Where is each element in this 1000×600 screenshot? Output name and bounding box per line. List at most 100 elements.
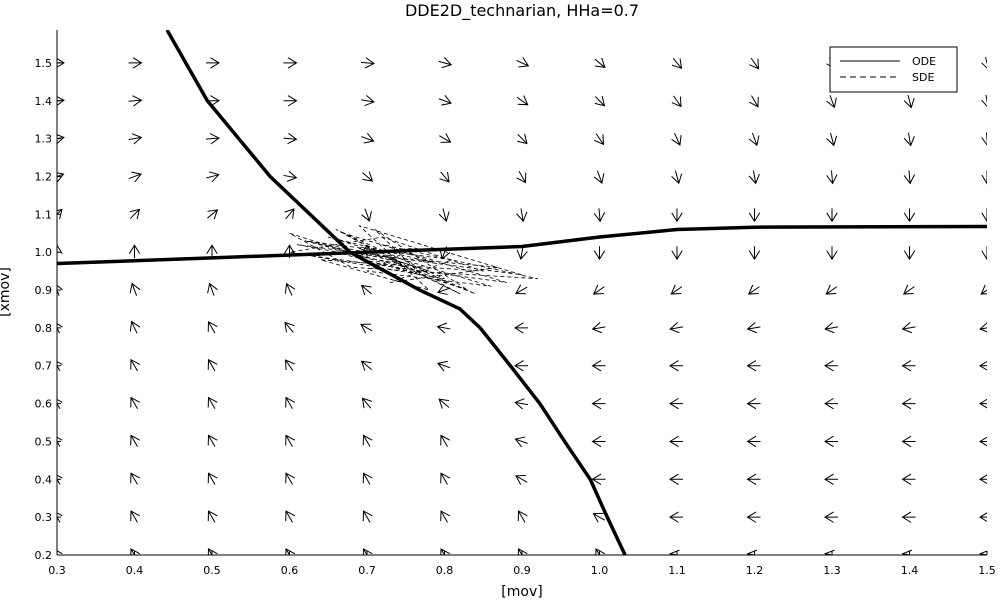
series-line (289, 225, 538, 295)
field-arrow (285, 396, 296, 410)
field-arrow (440, 510, 451, 523)
field-arrow (285, 510, 296, 523)
field-arrow (362, 171, 374, 182)
y-tick-label: 1.5 (35, 57, 53, 70)
field-arrow (746, 511, 761, 523)
field-arrow (824, 473, 838, 485)
field-arrow (981, 208, 987, 223)
field-arrow (826, 132, 838, 147)
field-arrow (824, 511, 838, 523)
field-arrow (979, 360, 987, 371)
field-arrow (57, 361, 63, 372)
field-arrow (205, 133, 220, 145)
field-arrow (516, 95, 529, 106)
field-arrow (671, 95, 682, 108)
field-arrow (207, 209, 219, 220)
field-arrow (901, 511, 916, 523)
field-arrow (591, 360, 606, 372)
field-arrow (129, 320, 141, 334)
y-tick-label: 1.1 (35, 208, 53, 221)
y-axis-label: [xmov] (0, 267, 13, 317)
field-arrow (591, 473, 606, 485)
field-arrow (748, 95, 759, 108)
field-arrow (57, 322, 63, 334)
field-arrow (440, 434, 451, 447)
field-arrow (284, 282, 296, 296)
field-arrow (669, 473, 683, 485)
y-tick-label: 0.7 (35, 360, 53, 373)
field-arrow (591, 322, 606, 334)
field-arrow (128, 95, 143, 107)
field-arrow (671, 246, 683, 261)
field-arrow (436, 322, 451, 334)
x-tick-label: 1.2 (746, 564, 764, 577)
field-arrow (438, 95, 452, 106)
field-arrow (129, 282, 141, 296)
legend-label: SDE (912, 71, 934, 84)
field-arrow (671, 58, 683, 70)
field-arrow (669, 511, 683, 523)
field-arrow (514, 322, 528, 334)
field-arrow (360, 323, 373, 334)
x-axis-label: [mov] (501, 584, 542, 600)
field-arrow (361, 132, 375, 144)
field-arrow (57, 436, 63, 447)
field-arrow (516, 57, 530, 68)
x-tick-label: 0.6 (281, 564, 299, 577)
field-arrow (57, 398, 63, 410)
field-arrow (361, 397, 373, 409)
field-arrow (979, 322, 987, 333)
field-arrow (749, 57, 760, 70)
field-arrow (979, 436, 987, 447)
field-arrow (826, 208, 838, 223)
field-arrow (206, 57, 220, 69)
field-arrow (746, 397, 761, 410)
y-tick-label: 1.2 (35, 170, 53, 183)
field-arrow (362, 472, 373, 485)
field-arrow (360, 57, 375, 69)
x-tick-label: 0.9 (513, 564, 531, 577)
field-arrow (669, 360, 683, 372)
field-arrow (515, 284, 528, 295)
field-arrow (437, 360, 451, 372)
field-arrow (746, 435, 761, 448)
field-arrow (361, 208, 372, 222)
field-arrow (128, 244, 141, 259)
field-arrow (901, 473, 916, 485)
y-tick-label: 1.0 (35, 246, 53, 259)
field-arrow (903, 94, 915, 109)
y-tick-label: 0.2 (35, 549, 53, 562)
plot-area (57, 30, 987, 555)
x-tick-label: 1.3 (823, 564, 841, 577)
field-arrow (207, 321, 218, 334)
field-arrow (438, 208, 450, 223)
field-arrow (516, 171, 527, 184)
field-arrow (362, 510, 373, 523)
field-arrow (206, 244, 218, 259)
field-arrow (594, 95, 606, 107)
field-arrow (824, 360, 838, 372)
chart-title: DDE2D_technarian, HHa=0.7 (405, 1, 639, 21)
field-arrow (57, 512, 63, 523)
field-arrow (515, 475, 528, 485)
field-arrow (360, 284, 372, 296)
field-arrow (207, 472, 218, 485)
y-tick-label: 0.5 (35, 435, 53, 448)
field-arrow (903, 208, 916, 223)
field-arrow (283, 170, 298, 182)
field-arrow (826, 94, 837, 109)
field-arrow (284, 208, 295, 220)
field-arrow (283, 57, 298, 69)
field-arrow (901, 322, 916, 334)
field-arrow (439, 171, 450, 183)
field-arrow (361, 94, 375, 107)
field-arrow (437, 284, 451, 295)
field-arrow (824, 322, 838, 334)
field-arrow (362, 434, 373, 447)
field-arrow (128, 171, 142, 183)
field-arrow (748, 246, 761, 261)
field-arrow (438, 57, 453, 69)
field-arrow (439, 133, 452, 143)
field-arrow (592, 284, 605, 295)
field-arrow (129, 208, 141, 220)
